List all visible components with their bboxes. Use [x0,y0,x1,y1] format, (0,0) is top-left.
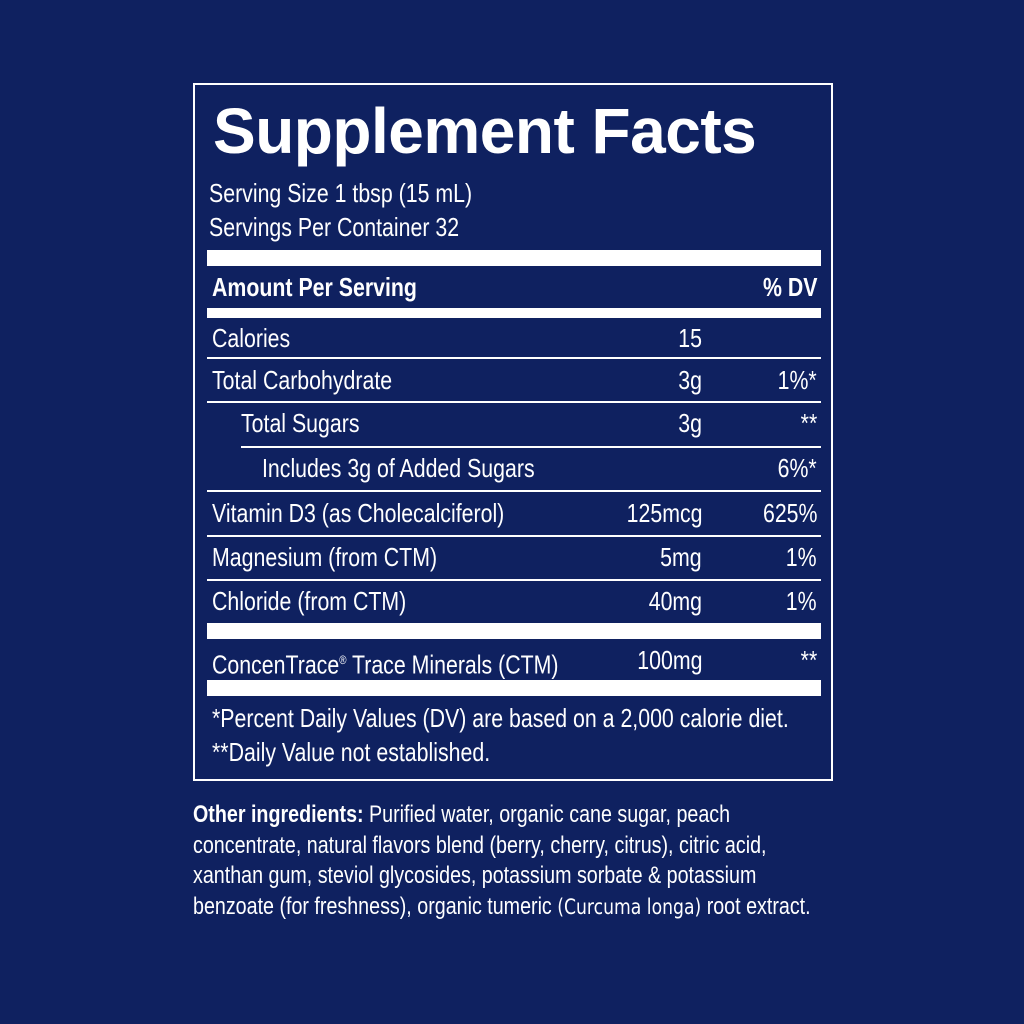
ctm-amount: 100mg [636,645,702,675]
nutrient-dv: 625% [762,498,817,528]
nutrient-name: Magnesium (from CTM) [212,542,438,572]
nutrient-dv: 1%* [777,365,817,395]
other-ingredients: Other ingredients: Purified water, organ… [193,801,811,920]
ctm-dv: ** [800,645,817,675]
row-divider [207,579,821,581]
divider-thick [207,680,821,696]
nutrient-amount: 3g [678,408,702,438]
nutrient-name: Total Carbohydrate [212,365,393,395]
ctm-name: ConcenTrace® Trace Minerals (CTM) [212,649,559,680]
nutrient-amount: 3g [678,365,702,395]
row-divider [207,535,821,537]
panel-title: Supplement Facts [213,95,757,167]
nutrient-amount: 125mcg [626,498,702,528]
row-divider [207,490,821,492]
divider-thick [207,623,821,639]
supplement-facts-panel [193,83,833,781]
nutrient-amount: 15 [678,323,702,353]
nutrient-name: Chloride (from CTM) [212,586,407,616]
divider-medium [207,308,821,318]
nutrient-name: Includes 3g of Added Sugars [262,453,535,483]
nutrient-amount: 5mg [660,542,702,572]
divider-thick [207,250,821,266]
nutrient-name: Calories [212,323,291,353]
footnote-dv: *Percent Daily Values (DV) are based on … [212,703,789,733]
header-dv: % DV [762,272,817,302]
footnote-not-established: **Daily Value not established. [212,737,491,767]
nutrient-dv: ** [800,408,817,438]
nutrient-name: Total Sugars [241,408,360,438]
nutrient-name: Vitamin D3 (as Cholecalciferol) [212,498,505,528]
row-divider [241,446,821,448]
nutrient-dv: 6%* [777,453,817,483]
nutrient-dv: 1% [786,542,817,572]
row-divider [207,357,821,359]
row-divider [207,401,821,403]
nutrient-amount: 40mg [648,586,702,616]
serving-size: Serving Size 1 tbsp (15 mL) [209,178,473,208]
header-amount: Amount Per Serving [212,272,417,302]
nutrient-dv: 1% [786,586,817,616]
servings-per-container: Servings Per Container 32 [209,212,460,242]
